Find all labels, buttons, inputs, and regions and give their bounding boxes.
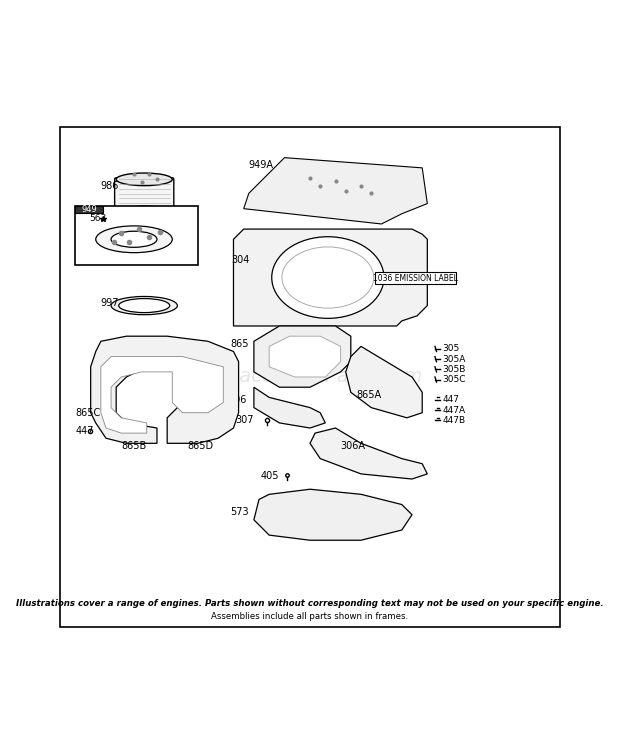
Text: 305A: 305A (443, 354, 466, 363)
Text: 986: 986 (101, 181, 119, 191)
Polygon shape (254, 326, 351, 388)
Text: Assemblies include all parts shown in frames.: Assemblies include all parts shown in fr… (211, 612, 409, 621)
Text: 447: 447 (76, 425, 94, 436)
FancyBboxPatch shape (115, 178, 174, 214)
FancyBboxPatch shape (76, 206, 198, 265)
Ellipse shape (111, 231, 157, 247)
Ellipse shape (111, 296, 177, 314)
Polygon shape (254, 489, 412, 540)
Text: 305: 305 (443, 345, 460, 354)
Polygon shape (254, 388, 326, 428)
Text: ReplacementParts.com: ReplacementParts.com (197, 367, 423, 387)
Text: 865A: 865A (356, 390, 381, 400)
Polygon shape (310, 428, 427, 479)
Text: 447B: 447B (443, 416, 466, 425)
Text: 563: 563 (90, 214, 107, 223)
Text: 305B: 305B (443, 365, 466, 374)
Text: 306A: 306A (340, 441, 366, 451)
Text: 304: 304 (231, 255, 249, 265)
FancyBboxPatch shape (76, 206, 104, 213)
Ellipse shape (272, 237, 384, 318)
Ellipse shape (95, 226, 172, 253)
Polygon shape (91, 336, 239, 443)
Polygon shape (346, 346, 422, 418)
Text: 865D: 865D (188, 441, 214, 451)
Polygon shape (244, 158, 427, 224)
Text: 865C: 865C (76, 408, 100, 418)
Text: 307: 307 (236, 415, 254, 425)
Ellipse shape (116, 173, 172, 185)
Ellipse shape (116, 206, 172, 219)
Text: 949A: 949A (249, 161, 274, 170)
Text: 573: 573 (230, 507, 249, 517)
Text: 997: 997 (101, 298, 120, 308)
Text: 447A: 447A (443, 406, 466, 415)
Text: 305C: 305C (443, 375, 466, 384)
Polygon shape (269, 336, 340, 377)
Text: 949: 949 (81, 204, 97, 213)
Polygon shape (234, 229, 427, 326)
Ellipse shape (282, 247, 374, 308)
Text: 405: 405 (261, 471, 280, 482)
Text: Illustrations cover a range of engines. Parts shown without corresponding text m: Illustrations cover a range of engines. … (16, 599, 604, 608)
Text: 447: 447 (443, 395, 459, 404)
Text: 865: 865 (230, 339, 249, 349)
Polygon shape (101, 357, 223, 433)
Text: 306: 306 (228, 395, 246, 405)
Ellipse shape (118, 299, 170, 313)
Text: 1036 EMISSION LABEL: 1036 EMISSION LABEL (373, 274, 458, 283)
Text: 865B: 865B (122, 441, 146, 451)
FancyBboxPatch shape (375, 272, 456, 284)
